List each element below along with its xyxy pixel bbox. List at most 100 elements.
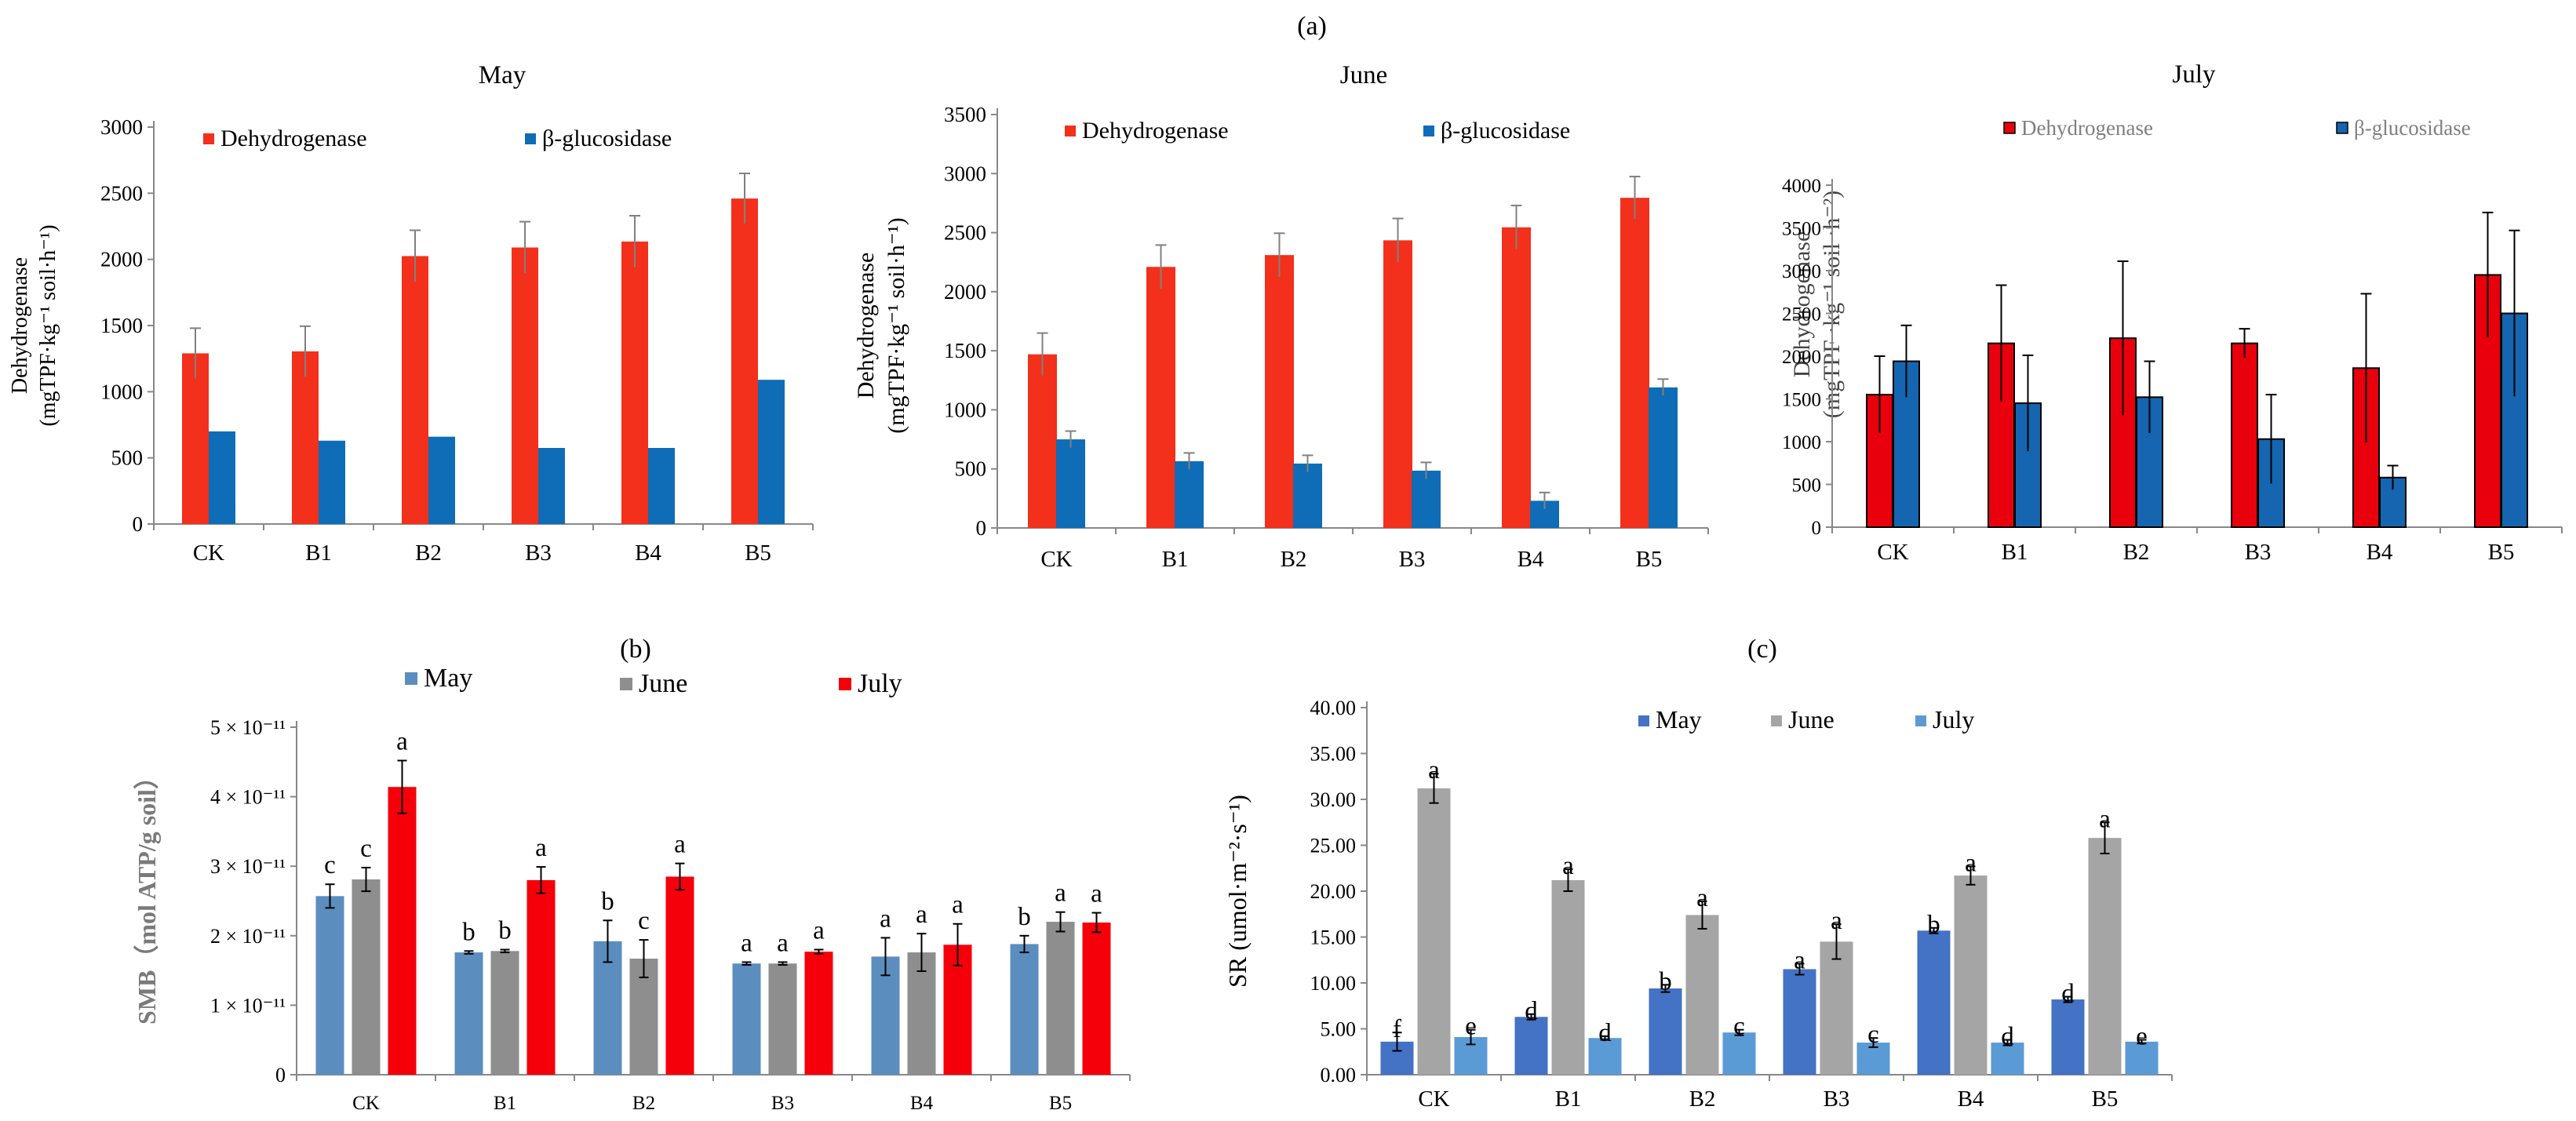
y-tick-label: 0 [976, 516, 987, 540]
x-tick-label: CK [193, 540, 224, 566]
y-tick-label: 35.00 [1310, 743, 1357, 766]
bar-dehydrogenase-b1 [1146, 267, 1175, 528]
x-tick-label: B1 [1555, 1086, 1582, 1112]
significance-letter: a [396, 728, 408, 756]
significance-letter: b [1018, 903, 1031, 931]
y-axis-label: (mgTPF·kg⁻¹ soil·h⁻¹) [36, 224, 60, 426]
significance-letter: a [535, 834, 547, 862]
x-tick-label: CK [1877, 540, 1908, 565]
y-tick-label: 5.00 [1321, 1018, 1357, 1041]
x-tick-label: B5 [1049, 1093, 1072, 1114]
x-tick-label: B5 [2092, 1086, 2119, 1112]
bar-may-b4 [871, 956, 900, 1075]
bar-july-b4 [943, 944, 972, 1075]
bar-dehydrogenase-b4 [1502, 227, 1531, 528]
x-tick-label: B3 [771, 1093, 794, 1114]
legend-label: May [1656, 705, 1702, 733]
y-tick-label: 40.00 [1310, 697, 1357, 719]
x-tick-label: B2 [2123, 540, 2150, 565]
bar-may-b3 [1783, 969, 1816, 1075]
y-tick-label: 3500 [1782, 219, 1821, 240]
bar-β-glucosidase-b2 [428, 436, 455, 524]
bar-dehydrogenase-b3 [2231, 342, 2258, 528]
legend-swatch [525, 133, 536, 144]
x-tick-label: CK [1418, 1086, 1449, 1112]
x-tick-label: CK [352, 1093, 380, 1114]
bar-dehydrogenase-b5 [731, 198, 758, 524]
legend-label: Dehydrogenase [1082, 118, 1229, 144]
bar-june-ck [352, 879, 381, 1075]
bar-may-b2 [593, 941, 622, 1075]
bar-july-ck [388, 787, 417, 1075]
y-tick-label: 10.00 [1310, 972, 1357, 995]
significance-letter: a [916, 901, 927, 929]
y-tick-label: 1500 [1782, 390, 1821, 411]
y-tick-label: 2000 [1782, 347, 1821, 368]
legend-label: β-glucosidase [1441, 118, 1570, 144]
bar-june-b3 [1820, 941, 1853, 1075]
legend-label: Dehydrogenase [220, 126, 367, 151]
y-tick-label: 2500 [100, 181, 143, 205]
bar-july-b1 [526, 879, 556, 1075]
significance-letter: b [601, 887, 614, 915]
x-tick-label: B4 [910, 1093, 934, 1114]
y-tick-label: 20.00 [1310, 880, 1357, 903]
legend-swatch [405, 672, 417, 685]
bar-dehydrogenase-b3 [512, 247, 538, 524]
bar-β-glucosidase-ck [209, 431, 235, 524]
x-tick-label: B3 [1399, 547, 1426, 572]
significance-letter: a [1562, 852, 1574, 880]
y-tick-label: 0.00 [1321, 1064, 1357, 1086]
significance-letter: b [498, 917, 512, 945]
x-tick-label: B4 [1518, 547, 1544, 572]
legend-swatch [1065, 126, 1076, 136]
y-tick-label: 500 [955, 457, 987, 481]
y-tick-label: 3000 [1782, 261, 1821, 282]
x-tick-label: B3 [525, 540, 552, 566]
significance-letter: c [1733, 1013, 1745, 1041]
bar-dehydrogenase-b1 [292, 351, 319, 524]
y-tick-label: 30.00 [1310, 788, 1357, 811]
y-tick-label: 3500 [944, 103, 986, 126]
legend-swatch [1915, 715, 1926, 726]
y-axis-label: SMB（mol ATP/g soil） [133, 764, 161, 1025]
y-tick-label: 2000 [944, 280, 986, 304]
significance-letter: d [1525, 997, 1538, 1025]
significance-letter: e [2136, 1023, 2148, 1051]
chart-title: June [1340, 61, 1388, 89]
y-tick-label: 15.00 [1310, 926, 1357, 949]
y-tick-label: 2500 [1782, 304, 1821, 326]
significance-letter: a [952, 891, 964, 919]
significance-letter: a [1794, 946, 1805, 974]
legend-label: β-glucosidase [542, 126, 672, 151]
significance-letter: a [2099, 805, 2111, 833]
bar-july-b5 [2125, 1041, 2159, 1075]
bar-may-b5 [1010, 944, 1039, 1075]
y-tick-label: 1 × 10⁻¹¹ [210, 994, 286, 1017]
bar-may-b2 [1649, 988, 1682, 1075]
bar-β-glucosidase-ck [1056, 439, 1085, 528]
y-tick-label: 0 [133, 512, 144, 536]
y-tick-label: 500 [1792, 475, 1822, 497]
significance-letter: a [1831, 907, 1842, 935]
bar-dehydrogenase-ck [182, 353, 209, 524]
y-tick-label: 1000 [100, 380, 143, 403]
significance-letter: a [880, 904, 891, 933]
significance-letter: c [1867, 1021, 1879, 1049]
chart-smb: SMB（mol ATP/g soil） 0 1 × 10⁻¹¹ 2 × 10⁻¹¹ 3 … [133, 664, 1131, 1114]
x-tick-label: B4 [1958, 1086, 1984, 1112]
bar-dehydrogenase-b3 [1383, 240, 1412, 528]
y-tick-label: 3000 [100, 115, 143, 139]
bar-β-glucosidase-b4 [648, 448, 675, 524]
legend-swatch [203, 133, 214, 144]
y-axis-label: (mgTPF·kg⁻¹ soil·h⁻¹) [884, 217, 909, 434]
y-tick-label: 2 × 10⁻¹¹ [210, 925, 286, 948]
bar-dehydrogenase-b2 [402, 256, 428, 524]
significance-letter: b [1659, 967, 1672, 995]
bar-dehydrogenase-b5 [1620, 198, 1649, 528]
significance-letter: a [1428, 756, 1440, 784]
significance-letter: d [2061, 980, 2075, 1008]
legend-label: β-glucosidase [2354, 116, 2471, 140]
bar-july-b2 [665, 876, 694, 1075]
